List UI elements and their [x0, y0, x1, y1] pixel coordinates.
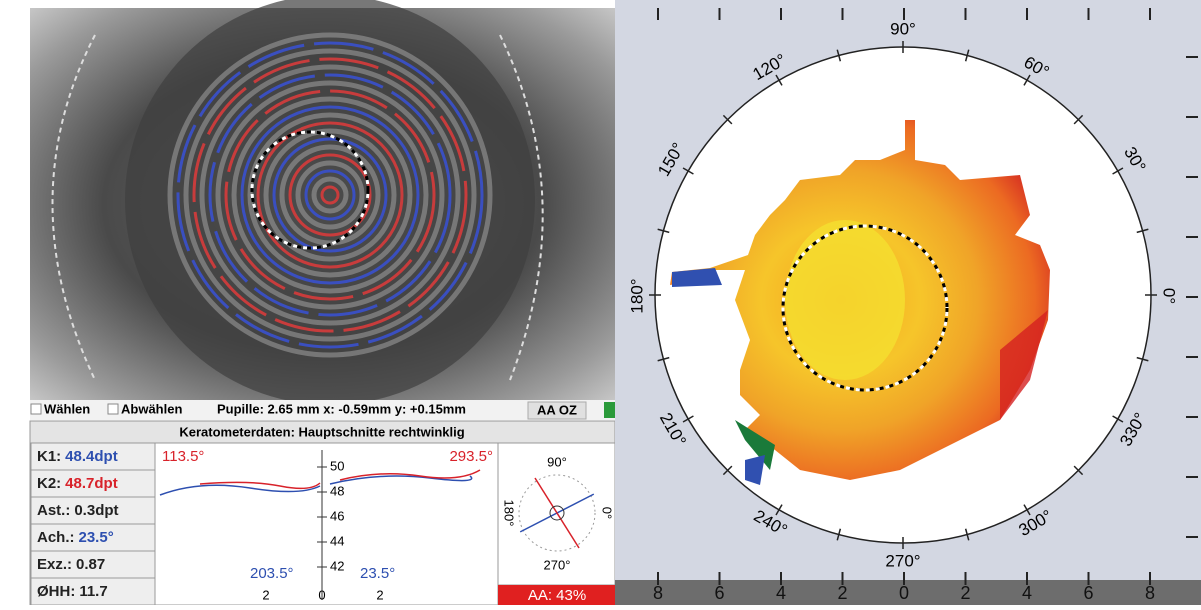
panel-title: Keratometerdaten: Hauptschnitte rechtwin…: [179, 424, 464, 439]
profile-axis-label: 0: [318, 587, 325, 602]
angle-tick: [657, 228, 670, 234]
mire-ring: [224, 89, 436, 301]
mire-ring: [176, 41, 484, 349]
mire-gap: [231, 96, 429, 294]
angle-tick: [1023, 74, 1031, 86]
mire-ring: [320, 185, 340, 205]
scale-label: 0: [899, 583, 909, 603]
angle-label: 90°: [890, 19, 916, 38]
scale-label: 4: [776, 583, 786, 603]
angle-label: 0°: [1160, 288, 1179, 304]
row-value: 0.3dpt: [74, 502, 118, 519]
checkbox[interactable]: [107, 403, 119, 415]
scale-label: 46: [330, 508, 344, 523]
angle-tick: [1073, 465, 1084, 476]
scale-label: 42: [330, 558, 344, 573]
mire-ring: [208, 73, 452, 317]
angle-label: 180°: [627, 278, 646, 313]
compass: 90° 180° 0° 270°: [502, 454, 615, 572]
row-label: Ach.:: [37, 529, 75, 546]
deselect-label[interactable]: Abwählen: [121, 401, 182, 416]
mire-gap: [183, 48, 477, 342]
row-value: 48.4dpt: [65, 448, 118, 465]
scale-label: 44: [330, 533, 344, 548]
scale-label: 2: [960, 583, 970, 603]
compass-label: 270°: [544, 557, 571, 572]
compass-label: 90°: [547, 454, 567, 469]
button[interactable]: [527, 401, 587, 420]
angle-label: 270°: [885, 551, 920, 570]
angle-label: 203.5°: [250, 565, 294, 582]
angle-tick: [682, 167, 694, 175]
angle-tick: [775, 74, 783, 86]
row-label: K1:: [37, 448, 61, 465]
angle-tick: [722, 465, 733, 476]
mire-gap: [263, 128, 397, 262]
row-value: 0.87: [76, 556, 105, 573]
scale-label: 2: [837, 583, 847, 603]
mire-gap: [311, 176, 349, 214]
angle-tick: [836, 528, 842, 541]
mire-gap: [215, 80, 445, 310]
profile-axis-label: 2: [376, 587, 383, 602]
topography-map: 90° 120° 60° 150° 30° 180° 0° 210° 330° …: [615, 0, 1201, 605]
angle-tick: [1136, 356, 1149, 362]
scale-label: 8: [1145, 583, 1155, 603]
angle-label: 113.5°: [162, 448, 204, 465]
row-label: ØHH:: [37, 583, 75, 600]
scale-label: 6: [1083, 583, 1093, 603]
scale-label: 8: [653, 583, 663, 603]
angle-tick: [1023, 504, 1031, 516]
mire-ring: [288, 153, 372, 237]
angle-tick: [1136, 228, 1149, 234]
row-cell: [30, 496, 156, 525]
angle-tick: [775, 504, 783, 516]
mire-ring: [256, 121, 404, 269]
scale-label: 50: [330, 458, 344, 473]
angle-tick: [722, 114, 733, 125]
compass-label: 180°: [502, 500, 517, 527]
row-value: 48.7dpt: [65, 475, 118, 492]
mire-gap: [247, 112, 413, 278]
scale-label: 48: [330, 483, 344, 498]
checkbox[interactable]: [30, 403, 42, 415]
coverage: AA: 43%: [528, 587, 586, 604]
row-cell: [30, 442, 156, 471]
mire-gap: [167, 32, 493, 358]
mire-ring: [272, 137, 388, 253]
row-label: Ast.:: [37, 502, 70, 519]
mire-gap: [295, 160, 365, 230]
angle-tick: [836, 49, 842, 62]
angle-tick: [964, 49, 970, 62]
eye-image: [30, 0, 615, 405]
angle-tick: [657, 356, 670, 362]
select-label[interactable]: Wählen: [44, 401, 90, 416]
mire-ring: [192, 57, 468, 333]
mire-ring: [240, 105, 420, 285]
angle-tick: [1112, 415, 1124, 423]
mire-gap: [199, 64, 461, 326]
angle-tick: [1112, 167, 1124, 175]
profile-axis-label: 2: [262, 587, 269, 602]
angle-label: 23.5°: [360, 565, 395, 582]
scale-label: 6: [714, 583, 724, 603]
row-cell: [30, 469, 156, 498]
button-label[interactable]: AA OZ: [537, 402, 577, 417]
angle-tick: [682, 415, 694, 423]
row-value: 23.5°: [79, 529, 114, 546]
compass-label: 0°: [600, 507, 615, 519]
angle-tick: [964, 528, 970, 541]
angle-label: 293.5°: [449, 448, 493, 465]
row-value: 11.7: [79, 583, 107, 600]
pupil-info: Pupille: 2.65 mm x: -0.59mm y: +0.15mm: [217, 401, 466, 416]
toolbar: Wählen Abwählen Pupille: 2.65 mm x: -0.5…: [30, 400, 615, 420]
row-label: Exz.:: [37, 556, 72, 573]
mire-ring: [304, 169, 356, 221]
row-label: K2:: [37, 475, 61, 492]
keratometry-panel: Keratometerdaten: Hauptschnitte rechtwin…: [29, 420, 616, 606]
scale-label: 4: [1022, 583, 1032, 603]
angle-tick: [1073, 114, 1084, 125]
